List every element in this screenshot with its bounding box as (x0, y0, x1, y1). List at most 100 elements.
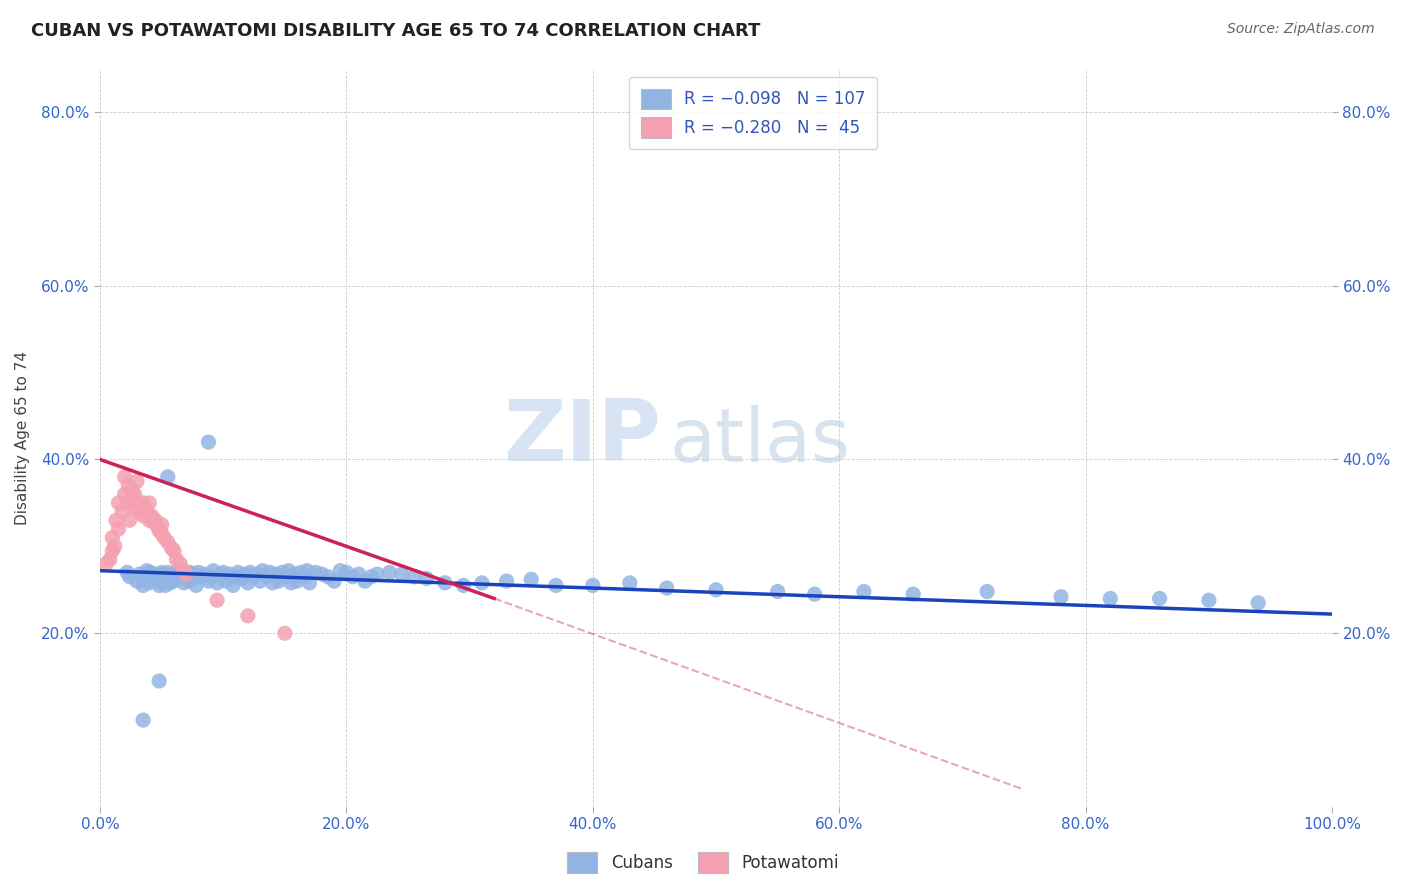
Point (342, 570, 364, 584)
Point (132, 508, 155, 523)
Point (150, 572, 173, 586)
Point (155, 573, 177, 587)
Point (335, 566, 357, 580)
Point (135, 505, 157, 519)
Point (205, 575, 228, 590)
Point (129, 500, 152, 515)
Point (655, 581, 678, 595)
Point (520, 573, 543, 587)
Point (107, 522, 129, 536)
Point (284, 567, 307, 582)
Point (155, 578, 177, 592)
Point (704, 582, 727, 597)
Point (239, 566, 262, 580)
Point (174, 567, 197, 582)
Point (277, 564, 299, 578)
Point (205, 593, 228, 607)
Point (1149, 591, 1171, 606)
Point (619, 575, 641, 590)
Point (125, 474, 148, 488)
Point (1050, 590, 1073, 604)
Point (167, 570, 190, 584)
Point (347, 567, 370, 582)
Point (160, 570, 183, 584)
Point (222, 578, 245, 592)
Point (98, 552, 121, 566)
Point (115, 566, 138, 580)
Point (165, 552, 187, 566)
Point (231, 572, 253, 586)
Point (114, 487, 136, 501)
Point (262, 575, 284, 590)
Point (316, 570, 339, 584)
Point (101, 543, 124, 558)
Point (165, 566, 187, 580)
Point (254, 570, 277, 584)
Point (236, 608, 259, 623)
Point (118, 570, 141, 584)
Point (132, 496, 155, 510)
Point (271, 566, 294, 580)
Point (304, 566, 326, 580)
Point (197, 574, 219, 588)
Point (236, 575, 259, 590)
Point (190, 570, 212, 584)
Point (138, 513, 160, 527)
Text: atlas: atlas (669, 405, 851, 478)
Point (226, 566, 249, 580)
Point (138, 496, 160, 510)
Point (120, 491, 142, 506)
Point (125, 496, 148, 510)
Point (218, 567, 240, 582)
Point (181, 572, 204, 586)
Point (292, 570, 315, 584)
Point (115, 496, 138, 510)
Point (104, 539, 127, 553)
Point (378, 566, 401, 580)
Point (114, 470, 136, 484)
Point (298, 575, 321, 590)
Point (138, 575, 160, 590)
Point (173, 575, 195, 590)
Point (148, 524, 170, 538)
Point (215, 574, 238, 588)
Point (145, 567, 167, 582)
Point (156, 535, 179, 549)
Point (187, 566, 209, 580)
Point (163, 543, 186, 558)
Point (141, 570, 163, 584)
Point (803, 587, 825, 601)
Point (290, 566, 312, 580)
Point (391, 567, 413, 582)
Point (125, 574, 148, 588)
Point (901, 587, 924, 601)
Point (146, 520, 169, 534)
Point (249, 574, 271, 588)
Point (156, 566, 179, 580)
Point (96, 557, 118, 571)
Point (404, 570, 426, 584)
Text: ZIP: ZIP (503, 396, 661, 479)
Point (225, 570, 247, 584)
Text: Source: ZipAtlas.com: Source: ZipAtlas.com (1227, 22, 1375, 37)
Point (264, 567, 287, 582)
Point (146, 574, 169, 588)
Point (169, 564, 191, 578)
Point (139, 566, 162, 580)
Point (107, 496, 129, 510)
Point (153, 531, 176, 545)
Point (329, 564, 352, 578)
Point (1099, 591, 1122, 606)
Point (169, 557, 191, 571)
Point (544, 578, 567, 592)
Point (354, 574, 377, 588)
Point (200, 570, 222, 584)
Point (153, 567, 176, 582)
Point (150, 517, 173, 532)
Point (202, 564, 225, 578)
Point (852, 584, 875, 599)
Point (183, 567, 205, 582)
Point (366, 567, 388, 582)
Point (150, 526, 173, 541)
Point (121, 483, 143, 497)
